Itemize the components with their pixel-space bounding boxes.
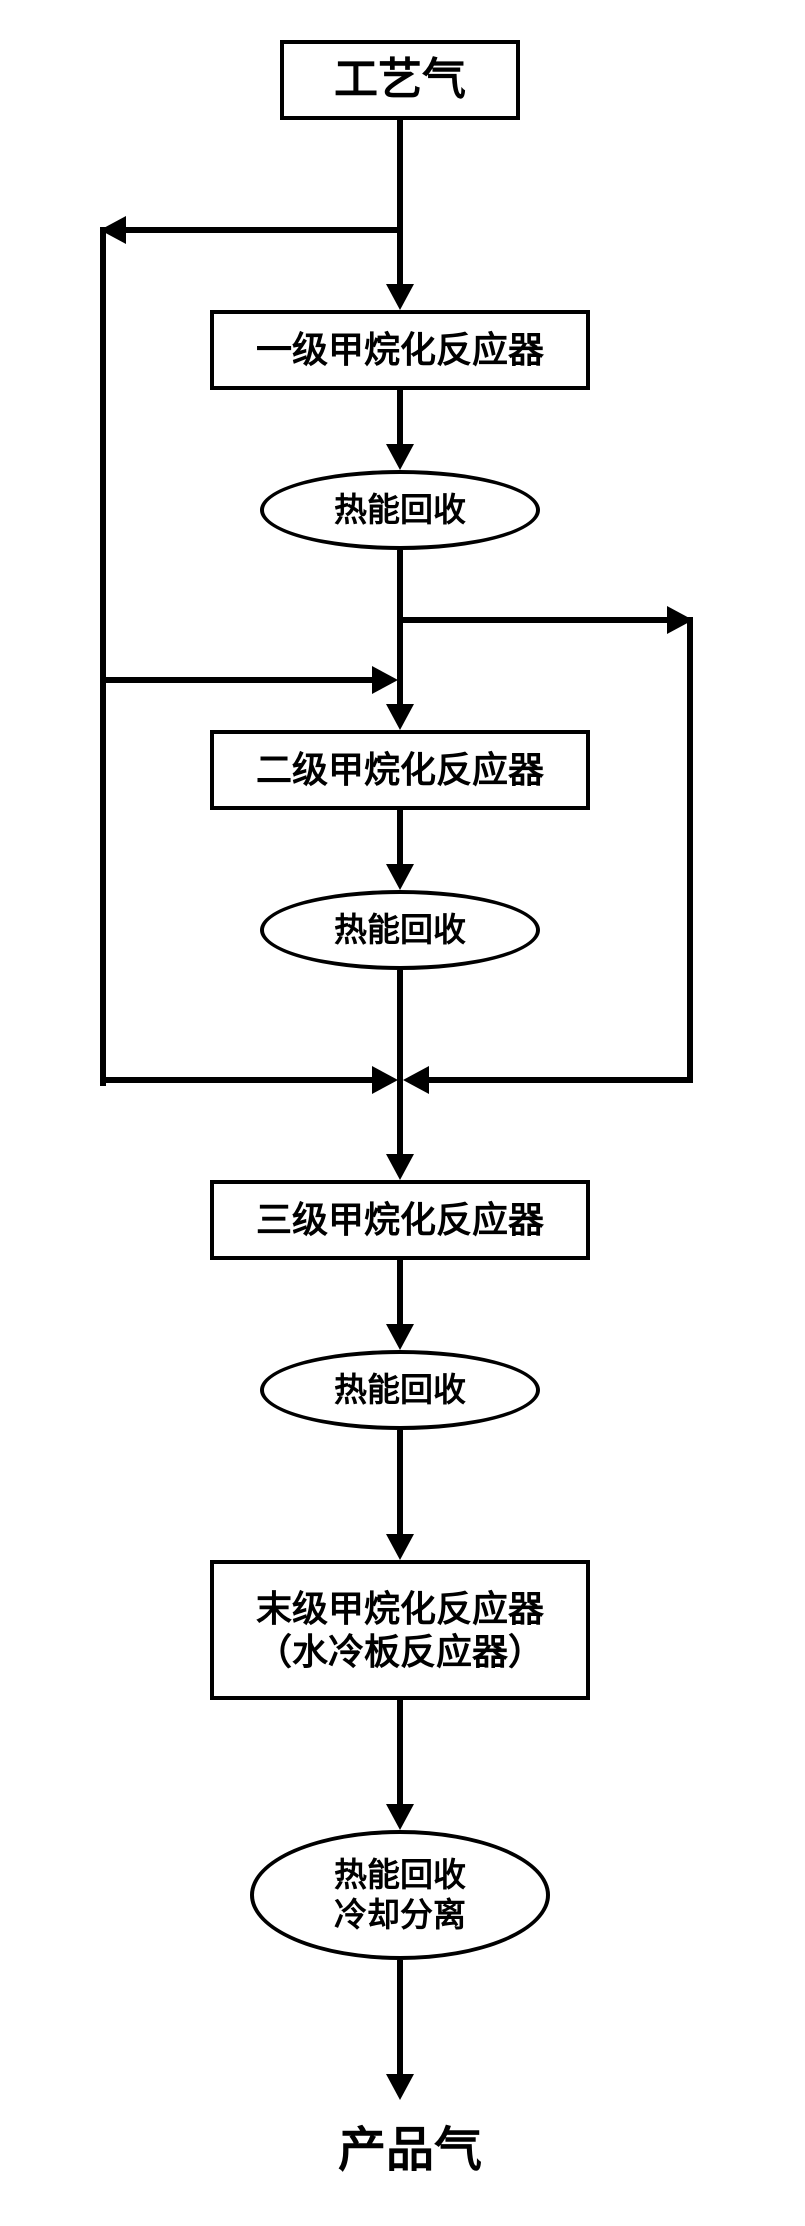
connector-line bbox=[397, 970, 403, 1158]
node-reactor-3: 三级甲烷化反应器 bbox=[210, 1180, 590, 1260]
node-reactor-final: 末级甲烷化反应器 （水冷板反应器） bbox=[210, 1560, 590, 1700]
connector-line bbox=[100, 677, 375, 683]
connector-line bbox=[123, 227, 403, 233]
arrow-down-icon bbox=[386, 444, 414, 470]
node-heat-recovery-2: 热能回收 bbox=[260, 890, 540, 970]
connector-line bbox=[426, 1077, 693, 1083]
node-heat-recovery-1: 热能回收 bbox=[260, 470, 540, 550]
connector-line bbox=[400, 617, 670, 623]
node-reactor-2: 二级甲烷化反应器 bbox=[210, 730, 590, 810]
flow-diagram: 工艺气 一级甲烷化反应器 热能回收 二级甲烷化反应器 热能回收 三级甲烷化反应器… bbox=[0, 40, 805, 2186]
arrow-down-icon bbox=[386, 1154, 414, 1180]
arrow-down-icon bbox=[386, 1534, 414, 1560]
node-heat-recovery-4: 热能回收 冷却分离 bbox=[250, 1830, 550, 1960]
arrow-down-icon bbox=[386, 284, 414, 310]
node-reactor-1: 一级甲烷化反应器 bbox=[210, 310, 590, 390]
connector-line bbox=[687, 617, 693, 1083]
connector-line bbox=[397, 1430, 403, 1538]
arrow-down-icon bbox=[386, 1324, 414, 1350]
connector-line bbox=[397, 1700, 403, 1808]
arrow-left-icon bbox=[403, 1066, 429, 1094]
arrow-down-icon bbox=[386, 2074, 414, 2100]
arrow-down-icon bbox=[386, 704, 414, 730]
arrow-down-icon bbox=[386, 1804, 414, 1830]
connector-line bbox=[397, 1960, 403, 2078]
arrow-down-icon bbox=[386, 864, 414, 890]
connector-line bbox=[100, 1077, 375, 1083]
connector-line bbox=[397, 120, 403, 288]
connector-line bbox=[397, 390, 403, 448]
connector-line bbox=[100, 227, 106, 1086]
node-heat-recovery-3: 热能回收 bbox=[260, 1350, 540, 1430]
arrow-right-icon bbox=[372, 1066, 398, 1094]
connector-line bbox=[397, 810, 403, 868]
arrow-right-icon bbox=[372, 666, 398, 694]
node-process-gas: 工艺气 bbox=[280, 40, 520, 120]
node-product-gas: 产品气 bbox=[310, 2110, 510, 2180]
connector-line bbox=[397, 1260, 403, 1328]
